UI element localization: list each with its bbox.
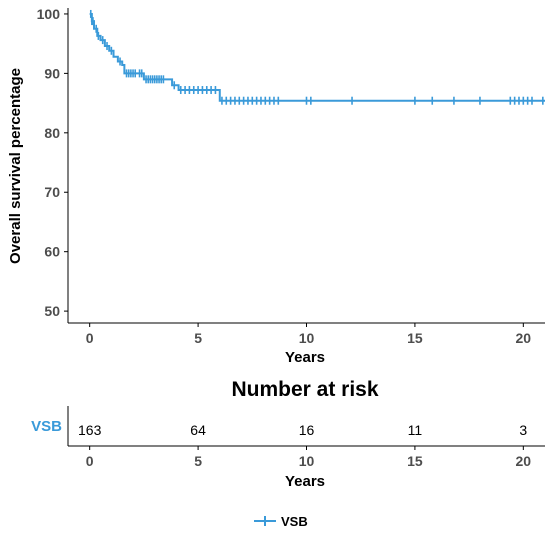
- risk-table-title: Number at risk: [231, 378, 378, 401]
- risk-x-tick-label: 10: [299, 453, 315, 469]
- survival-plot: 50 60 70 80 90 100 0 5 10 15 20 Years Overall sur…: [7, 6, 545, 366]
- y-tick-label: 80: [44, 125, 60, 141]
- x-tick-label: 20: [516, 330, 532, 346]
- risk-value: 16: [299, 422, 315, 438]
- x-tick-label: 10: [299, 330, 315, 346]
- x-axis-title: Years: [285, 349, 325, 366]
- y-tick-label: 70: [44, 184, 60, 200]
- risk-value: 3: [519, 422, 527, 438]
- risk-x-axis-ticks: 0 5 10 15 20: [86, 446, 532, 469]
- legend-label: VSB: [281, 514, 308, 529]
- x-tick-label: 0: [86, 330, 94, 346]
- risk-value: 64: [190, 422, 206, 438]
- risk-x-tick-label: 20: [516, 453, 532, 469]
- risk-table: Number at risk VSB 163 64 16 11 3 0 5 10 15 20 Y…: [31, 378, 545, 490]
- y-tick-label: 60: [44, 244, 60, 260]
- y-axis-title: Overall survival percentage: [7, 68, 24, 264]
- x-tick-label: 5: [194, 330, 202, 346]
- risk-row-label: VSB: [31, 418, 62, 435]
- risk-x-tick-label: 5: [194, 453, 202, 469]
- x-tick-label: 15: [407, 330, 423, 346]
- risk-x-tick-label: 15: [407, 453, 423, 469]
- survival-curve-vsb: [89, 12, 545, 102]
- risk-x-tick-label: 0: [86, 453, 94, 469]
- risk-value: 163: [78, 422, 102, 438]
- y-tick-label: 100: [37, 6, 61, 22]
- risk-value: 11: [408, 422, 423, 438]
- x-axis-ticks: 0 5 10 15 20: [86, 323, 532, 346]
- censor-marks: [89, 9, 544, 105]
- risk-values: 163 64 16 11 3: [78, 422, 527, 438]
- risk-x-axis-title: Years: [285, 473, 325, 490]
- y-axis-ticks: 50 60 70 80 90 100: [37, 6, 68, 319]
- y-tick-label: 50: [44, 303, 60, 319]
- legend: VSB: [254, 514, 308, 529]
- y-tick-label: 90: [44, 65, 60, 81]
